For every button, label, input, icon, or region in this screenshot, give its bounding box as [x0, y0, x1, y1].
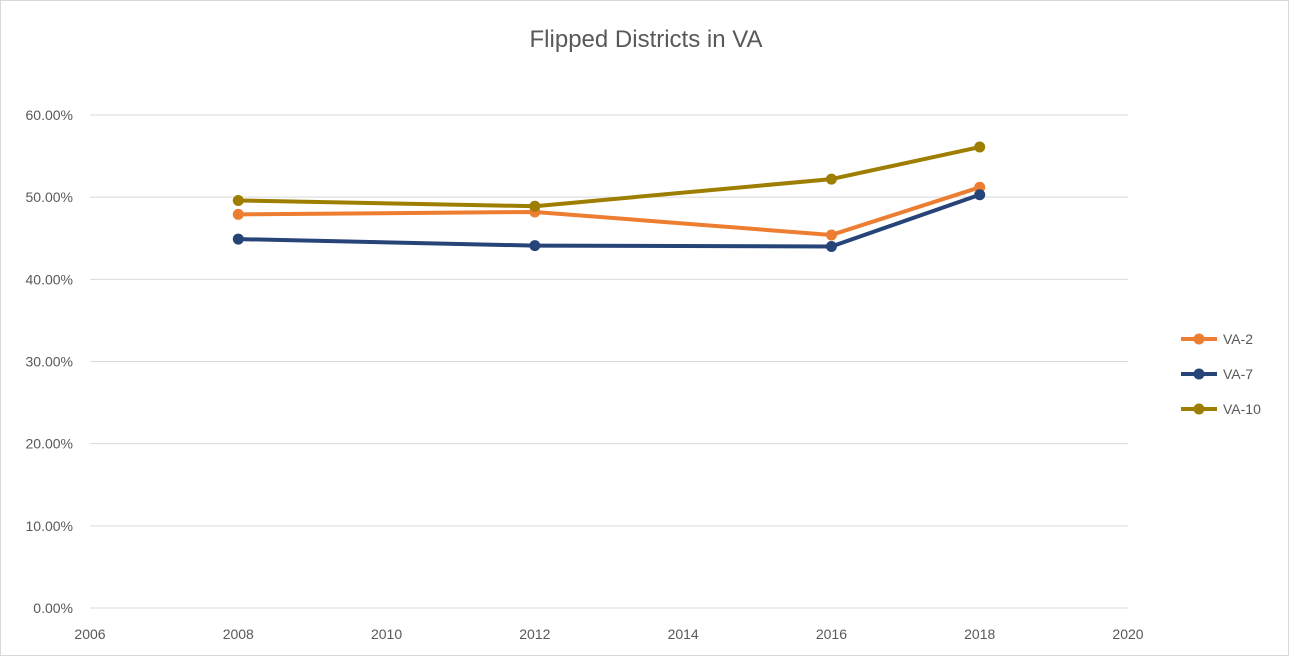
x-tick-label: 2020	[1112, 626, 1143, 642]
data-point-va-2	[825, 229, 837, 241]
x-tick-label: 2016	[816, 626, 847, 642]
data-point-va-7	[232, 233, 244, 245]
data-point-va-10	[974, 141, 986, 153]
data-point-va-10	[529, 200, 541, 212]
y-tick-label: 30.00%	[26, 354, 73, 370]
x-tick-label: 2012	[519, 626, 550, 642]
y-tick-label: 20.00%	[26, 436, 73, 452]
y-tick-label: 50.00%	[26, 189, 73, 205]
legend-swatch-marker	[1193, 403, 1205, 415]
series-lines	[232, 141, 986, 252]
data-point-va-7	[974, 189, 986, 201]
series-line-va-2	[236, 185, 982, 237]
y-tick-label: 60.00%	[26, 107, 73, 123]
data-point-va-2	[232, 208, 244, 220]
data-point-va-7	[825, 240, 837, 252]
x-tick-label: 2014	[668, 626, 699, 642]
data-point-va-10	[232, 194, 244, 206]
legend-label: VA-2	[1223, 331, 1253, 347]
y-tick-label: 40.00%	[26, 271, 73, 287]
data-point-va-10	[825, 173, 837, 185]
legend-item-va-7: VA-7	[1181, 366, 1253, 382]
legend-item-va-10: VA-10	[1181, 401, 1261, 417]
y-tick-label: 10.00%	[26, 518, 73, 534]
legend-swatch-marker	[1193, 333, 1205, 345]
x-tick-label: 2008	[223, 626, 254, 642]
x-tick-label: 2006	[74, 626, 105, 642]
y-axis-tick-labels: 0.00% 10.00% 20.00% 30.00% 40.00% 50.00% 60.00…	[26, 107, 73, 616]
y-tick-label: 0.00%	[33, 600, 73, 616]
legend-item-va-2: VA-2	[1181, 331, 1253, 347]
legend-swatch-marker	[1193, 368, 1205, 380]
legend-label: VA-10	[1223, 401, 1261, 417]
data-point-va-7	[529, 240, 541, 252]
legend: VA-2 VA-7 VA-10	[1181, 331, 1261, 417]
x-axis-tick-labels: 2006 2008 2010 2012 2014 2016 2018 2020	[74, 626, 1143, 642]
legend-label: VA-7	[1223, 366, 1253, 382]
x-tick-label: 2010	[371, 626, 402, 642]
x-tick-label: 2018	[964, 626, 995, 642]
chart-title: Flipped Districts in VA	[530, 26, 763, 53]
gridlines	[90, 114, 1128, 609]
series-line-va-7	[236, 192, 982, 249]
series-line-va-10	[236, 145, 982, 209]
